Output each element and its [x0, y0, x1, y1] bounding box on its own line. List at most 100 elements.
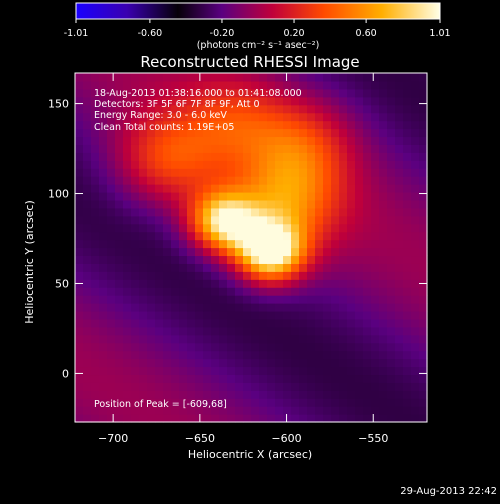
heatmap-cell — [395, 303, 404, 312]
heatmap-cell — [235, 247, 244, 257]
heatmap-cell — [291, 128, 300, 138]
heatmap-cell — [267, 342, 276, 352]
heatmap-cell — [323, 366, 332, 376]
heatmap-cell — [107, 207, 116, 217]
heatmap-cell — [419, 366, 428, 376]
heatmap-cell — [315, 231, 324, 241]
heatmap-cell — [331, 184, 340, 193]
heatmap-cell — [267, 152, 276, 161]
heatmap-cell — [147, 390, 156, 399]
heatmap-cell — [347, 247, 356, 257]
heatmap-cell — [339, 271, 348, 280]
heatmap-cell — [219, 414, 228, 423]
heatmap-cell — [99, 88, 108, 98]
heatmap-cell — [91, 390, 100, 399]
heatmap-cell — [75, 120, 84, 130]
heatmap-cell — [299, 303, 308, 312]
heatmap-cell — [115, 191, 124, 201]
heatmap-cell — [115, 263, 124, 272]
heatmap-cell — [339, 136, 348, 145]
heatmap-cell — [171, 334, 180, 344]
heatmap-cell — [235, 318, 244, 328]
heatmap-cell — [123, 334, 132, 344]
x-axis-ticks: −700 −650 −600 −550 — [98, 73, 388, 445]
heatmap-cell — [339, 334, 348, 344]
heatmap-cell — [403, 168, 412, 177]
heatmap-cell — [179, 168, 188, 177]
heatmap-cell — [163, 247, 172, 257]
heatmap-cell — [347, 342, 356, 352]
heatmap-cell — [387, 160, 396, 169]
heatmap-cell — [171, 112, 180, 122]
heatmap-cell — [387, 406, 396, 415]
heatmap-cell — [419, 88, 428, 98]
heatmap-cell — [123, 144, 132, 153]
heatmap-cell — [187, 184, 196, 193]
heatmap-cell — [307, 318, 316, 328]
heatmap-cell — [91, 414, 100, 423]
heatmap-cell — [363, 406, 372, 415]
heatmap-cell — [387, 128, 396, 138]
heatmap-cell — [275, 310, 284, 320]
heatmap-cell — [155, 73, 164, 82]
heatmap-cell — [299, 350, 308, 360]
heatmap-cell — [411, 374, 420, 383]
heatmap-cell — [419, 334, 428, 344]
heatmap-cell — [131, 104, 140, 114]
heatmap-cell — [363, 88, 372, 98]
heatmap-cell — [267, 310, 276, 320]
heatmap-cell — [163, 271, 172, 280]
heatmap-cell — [163, 358, 172, 368]
heatmap-cell — [163, 120, 172, 130]
heatmap-cell — [219, 342, 228, 352]
heatmap-cell — [131, 271, 140, 280]
heatmap-cell — [203, 223, 212, 233]
heatmap-cell — [363, 104, 372, 114]
heatmap-cell — [91, 136, 100, 145]
heatmap-cell — [179, 207, 188, 217]
heatmap-cell — [179, 342, 188, 352]
heatmap-cell — [339, 231, 348, 241]
heatmap-cell — [107, 247, 116, 257]
heatmap-cell — [139, 239, 148, 249]
heatmap-cell — [267, 287, 276, 296]
heatmap-cell — [147, 73, 156, 82]
heatmap-cell — [235, 80, 244, 90]
heatmap-cell — [355, 136, 364, 145]
heatmap-cell — [219, 382, 228, 391]
heatmap-cell — [299, 207, 308, 217]
heatmap-cell — [307, 223, 316, 233]
heatmap-cell — [91, 80, 100, 90]
y-tick-label: 150 — [48, 98, 69, 111]
heatmap-cell — [299, 310, 308, 320]
heatmap-cell — [299, 247, 308, 257]
heatmap-cell — [251, 382, 260, 391]
heatmap-cell — [139, 199, 148, 209]
heatmap-cell — [283, 366, 292, 376]
heatmap-cell — [323, 279, 332, 288]
heatmap-cell — [83, 342, 92, 352]
heatmap-cell — [211, 96, 220, 106]
heatmap-cell — [379, 231, 388, 241]
heatmap-cell — [99, 120, 108, 130]
heatmap-cell — [339, 310, 348, 320]
heatmap-cell — [275, 382, 284, 391]
heatmap-cell — [259, 350, 268, 360]
heatmap-cell — [275, 231, 284, 241]
heatmap-cell — [187, 263, 196, 272]
heatmap-cell — [307, 334, 316, 344]
heatmap-cell — [291, 279, 300, 288]
heatmap-cell — [115, 88, 124, 98]
heatmap-cell — [299, 374, 308, 383]
heatmap-cell — [395, 358, 404, 368]
heatmap-cell — [131, 144, 140, 153]
heatmap-cell — [403, 231, 412, 241]
heatmap-cell — [411, 73, 420, 82]
heatmap-cell — [355, 191, 364, 201]
heatmap-cell — [291, 120, 300, 130]
heatmap-cell — [99, 310, 108, 320]
heatmap-cell — [411, 414, 420, 423]
heatmap-cell — [203, 334, 212, 344]
colorbar-tick-label: 0.60 — [356, 28, 377, 39]
heatmap-cell — [243, 104, 252, 114]
